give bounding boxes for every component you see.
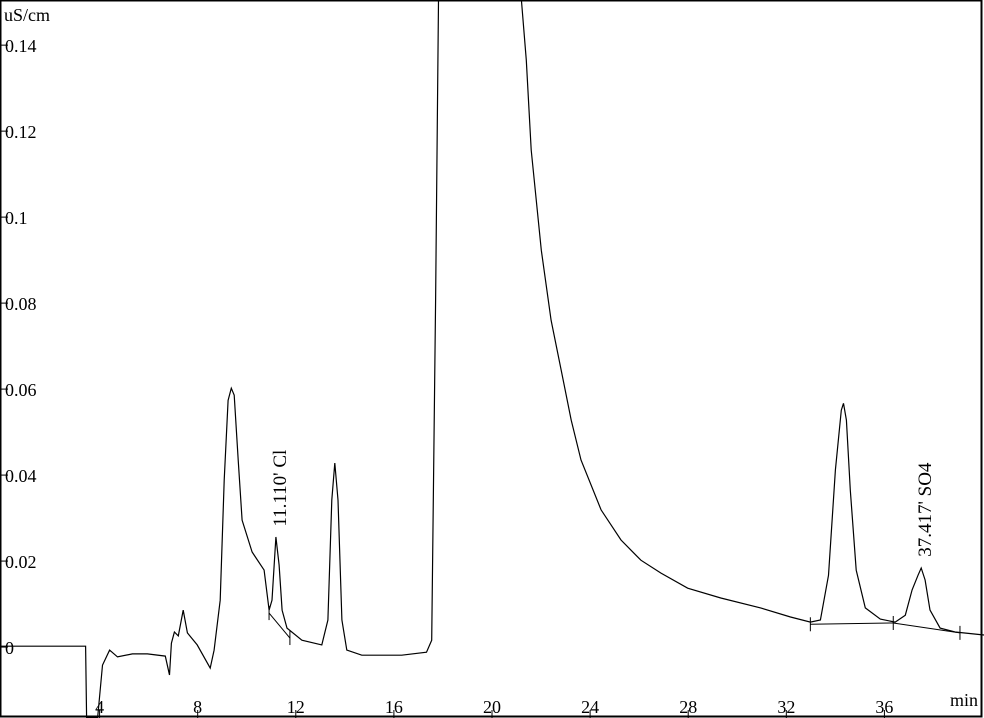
x-tick-label: 36 <box>875 697 893 717</box>
x-tick-label: 8 <box>193 697 202 717</box>
x-tick-label: 24 <box>581 697 599 717</box>
x-tick-label: 28 <box>679 697 697 717</box>
peak-baseline <box>268 612 291 639</box>
peak-annotation: 11.110' Cl <box>270 450 291 527</box>
x-tick-label: 4 <box>95 697 104 717</box>
x-tick-label: 20 <box>483 697 501 717</box>
x-tick-label: 12 <box>287 697 305 717</box>
y-tick-label: 0.06 <box>5 380 37 400</box>
y-tick-label: 0.1 <box>5 208 28 228</box>
y-tick-label: 0.02 <box>5 552 37 572</box>
x-tick-label: 32 <box>777 697 795 717</box>
y-tick-label: 0.14 <box>5 36 37 56</box>
y-tick-label: 0.04 <box>5 466 37 486</box>
x-axis-label: min <box>950 690 978 710</box>
y-tick-label: 0.12 <box>5 122 37 142</box>
y-tick-label: 0.08 <box>5 294 37 314</box>
x-tick-label: 16 <box>385 697 403 717</box>
y-tick-label: 0 <box>5 638 14 658</box>
peak-annotation: 37.417' SO4 <box>915 462 936 557</box>
y-axis-label: uS/cm <box>4 5 50 25</box>
